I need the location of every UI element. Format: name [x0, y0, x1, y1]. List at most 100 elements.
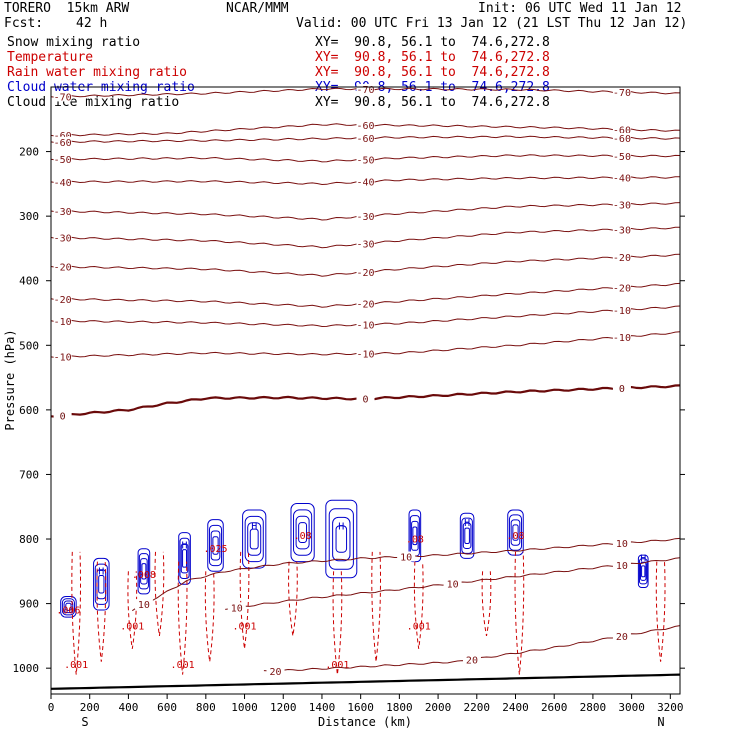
- isotherm-label-bg: [53, 351, 72, 362]
- isotherm-label: -50: [356, 155, 374, 166]
- cloud-water-contour: [244, 515, 264, 563]
- x-tick-label: 2800: [580, 701, 607, 714]
- cloud-water-contour: [182, 549, 188, 568]
- rain-contour: [481, 571, 492, 636]
- north-label: N: [657, 715, 664, 729]
- max-label: H: [338, 521, 344, 532]
- field-xy-snow: XY= 90.8, 56.1 to 74.6,272.8: [315, 35, 550, 50]
- cloud-water-contour: [178, 532, 191, 585]
- cloud-water-contour: [638, 558, 648, 585]
- isotherm-label: -60: [613, 134, 631, 145]
- cloud-water-contour: [640, 561, 647, 581]
- rain-contour-label: .001: [232, 621, 256, 632]
- cloud-water-contour: [295, 515, 310, 550]
- model-label: TORERO 15km ARW: [4, 1, 130, 16]
- isotherm-label: -20: [356, 300, 374, 311]
- cloud-water-contour: [210, 530, 221, 561]
- rain-contour-label: .001: [407, 621, 431, 632]
- cloud-water-contour: [332, 516, 351, 562]
- y-tick-label: 200: [19, 146, 39, 159]
- isotherm-label: -20: [613, 283, 631, 294]
- cloud-water-label: .006: [56, 605, 80, 616]
- y-tick-label: 800: [19, 533, 39, 546]
- isotherm-label-bg: [266, 665, 285, 676]
- cloud-water-contour: [637, 554, 649, 588]
- max-label: H: [464, 518, 470, 529]
- isotherm-label-bg: [53, 410, 72, 421]
- isotherm-label: -30: [613, 200, 631, 211]
- isotherm-label-bg: [612, 124, 631, 135]
- isotherm-label: 10: [447, 579, 459, 590]
- isotherm-label-bg: [356, 348, 375, 359]
- cloud-water-contour: [207, 519, 224, 572]
- isotherm-label: -40: [613, 174, 631, 185]
- x-tick-label: 2600: [541, 701, 568, 714]
- terrain-line: [50, 673, 681, 690]
- isotherm-label: -60: [613, 125, 631, 136]
- x-tick-label: 3200: [657, 701, 684, 714]
- isotherm-label-bg: [53, 261, 72, 272]
- field-name-snow: Snow mixing ratio: [7, 35, 141, 50]
- max-label: H: [182, 541, 188, 552]
- rain-contour: [154, 551, 165, 636]
- rain-contour: [71, 551, 82, 675]
- rain-contour: [204, 571, 215, 662]
- cloud-water-contour: [298, 522, 308, 543]
- x-tick-label: 2200: [464, 701, 491, 714]
- isotherm-label-bg: [53, 293, 72, 304]
- isotherm-label: -20: [356, 268, 374, 279]
- isotherm-label-bg: [356, 319, 375, 330]
- isotherm-label: -30: [54, 207, 72, 218]
- valid-label: Valid: 00 UTC Fri 13 Jan 12 (21 LST Thu …: [296, 16, 688, 31]
- cloud-water-contour: [61, 598, 75, 616]
- isotherm-label-bg: [356, 119, 375, 130]
- cloud-water-contour: [180, 543, 189, 574]
- center-label: NCAR/MMM: [226, 1, 289, 16]
- temperature-isotherms: -70-70 -70-60-60 -60-60 -60 -60-50 -50 -50-40-…: [50, 83, 681, 678]
- isotherm-label-bg: [53, 206, 72, 217]
- isotherm-label: -30: [54, 234, 72, 245]
- max-label: H: [251, 521, 257, 532]
- isotherm-label-bg: [612, 87, 631, 98]
- rain-contour-label: .001: [325, 660, 349, 671]
- isotherm-label-bg: [356, 266, 375, 277]
- rain-contours: .001 .001 .001 .001 .001 .001 .006 .008 .025 .08.…: [56, 518, 666, 675]
- forecast-label: Fcst:: [4, 16, 44, 31]
- rain-contour-label: .001: [120, 621, 144, 632]
- cloud-water-contour: [247, 522, 262, 556]
- isotherm-label-bg: [356, 154, 375, 165]
- isotherm-label: 10: [616, 539, 628, 550]
- rain-contour: [371, 551, 382, 662]
- x-tick-label: 1200: [270, 701, 297, 714]
- cloud-water-contour: [412, 526, 418, 546]
- isotherm-label: -70: [54, 92, 72, 103]
- cloud-water-label: .08: [506, 531, 524, 542]
- isotherm-label-bg: [397, 551, 416, 562]
- isotherm-label-bg: [612, 331, 631, 342]
- x-tick-label: 200: [80, 701, 100, 714]
- isotherm-label-bg: [53, 315, 72, 326]
- cloud-water-contour: [464, 527, 470, 544]
- x-tick-label: 800: [196, 701, 216, 714]
- init-label: Init: 06 UTC Wed 11 Jan 12: [478, 1, 682, 16]
- isotherm-label: -30: [356, 212, 374, 223]
- x-tick-label: 1800: [386, 701, 413, 714]
- isotherm-label: 10: [616, 561, 628, 572]
- isotherm-label-bg: [356, 238, 375, 249]
- cloud-water-contour: [98, 574, 105, 594]
- isotherm-label: 10: [138, 600, 150, 611]
- isotherm-label-bg: [612, 252, 631, 263]
- field-name-cloud-ice: Cloud ice mixing ratio: [7, 95, 180, 110]
- isotherm-label: -70: [613, 88, 631, 99]
- isotherm-label-bg: [612, 132, 631, 143]
- isotherm-label: 10: [231, 603, 243, 614]
- isotherm-label-bg: [53, 130, 72, 141]
- cloud-water-contour: [141, 563, 147, 580]
- cloud-water-contour: [208, 524, 223, 567]
- cloud-water-contour: [93, 557, 110, 611]
- rain-contour: [514, 551, 525, 675]
- cloud-water-contour: [411, 520, 419, 551]
- rain-contour: [332, 571, 343, 675]
- cloud-water-contour: [63, 600, 74, 614]
